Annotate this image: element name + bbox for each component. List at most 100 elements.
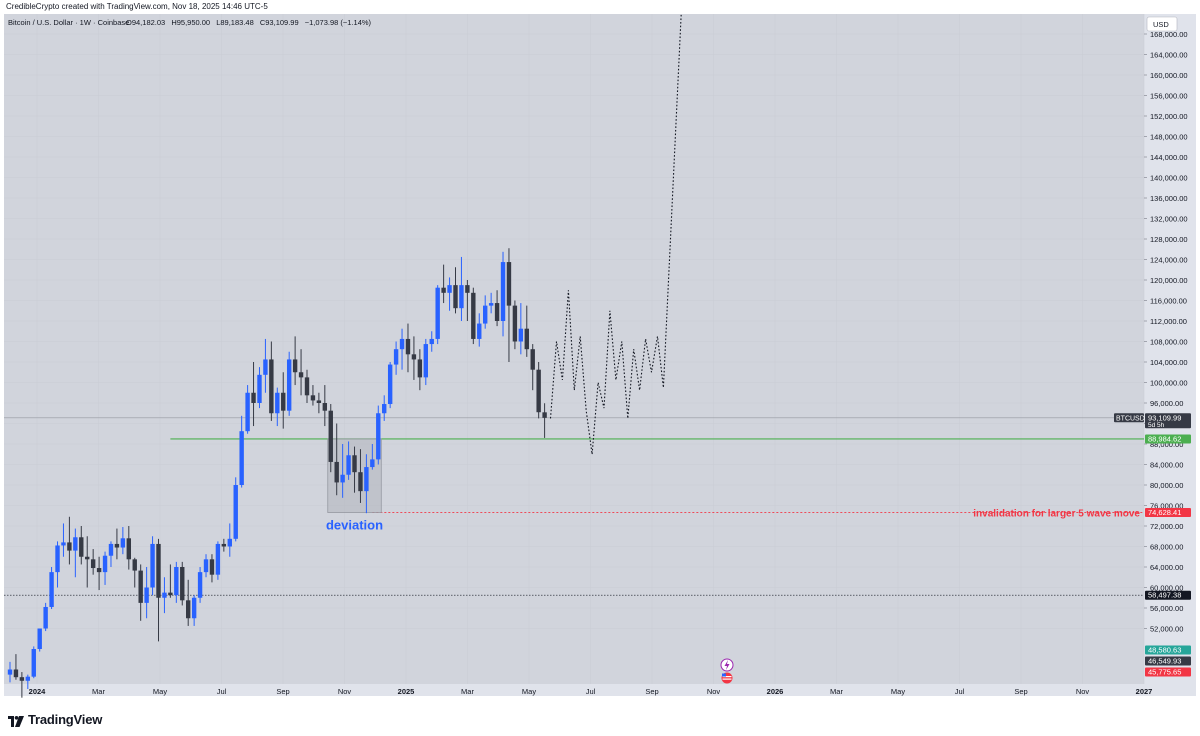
price-label: 88,000.00 xyxy=(1150,440,1183,449)
currency-box[interactable] xyxy=(1146,16,1178,32)
price-label: 96,000.00 xyxy=(1150,399,1183,408)
candle-down xyxy=(269,359,274,414)
candle-up xyxy=(286,359,292,411)
candle-up xyxy=(245,392,250,432)
candle-down xyxy=(209,559,215,575)
price-tag-text: 93,109.99 xyxy=(1148,413,1181,422)
price-label: 124,000.00 xyxy=(1150,256,1188,265)
price-label: 152,000.00 xyxy=(1150,112,1188,121)
legend-symbol: Bitcoin / U.S. Dollar · 1W · Coinbase xyxy=(8,18,129,27)
bolt-glyph xyxy=(724,660,730,670)
price-tag-text: 48,580.63 xyxy=(1148,646,1181,655)
price-tag-box xyxy=(1145,656,1191,666)
candle-down xyxy=(304,377,310,396)
legend-o-value: 94,182.03 xyxy=(132,18,165,27)
price-label: 136,000.00 xyxy=(1150,194,1188,203)
candle-down xyxy=(524,328,529,350)
candle-up xyxy=(263,359,268,375)
price-tag-box xyxy=(1145,590,1191,600)
legend-change: −1,073.98 (−1.14%) xyxy=(305,18,372,27)
candle-up xyxy=(423,344,428,378)
candle-down xyxy=(494,303,500,321)
candle-down xyxy=(298,372,304,378)
candle-down xyxy=(542,412,547,418)
flag-stripe-2 xyxy=(722,678,732,680)
price-tag-text: 74,628.41 xyxy=(1148,508,1181,517)
tradingview-logo[interactable]: TradingView xyxy=(8,712,102,727)
time-label: 2026 xyxy=(767,687,784,696)
candle-up xyxy=(102,555,108,573)
credit-bar: CredibleCrypto created with TradingView.… xyxy=(0,0,1200,14)
price-label: 128,000.00 xyxy=(1150,235,1188,244)
price-chart[interactable]: 52,000.00 56,000.00 60,000.00 64,000.00 68,0… xyxy=(0,13,1200,704)
candle-up xyxy=(483,305,488,324)
candle-down xyxy=(96,568,102,573)
candle-down xyxy=(79,537,84,557)
candle-up xyxy=(7,669,13,675)
price-label: 156,000.00 xyxy=(1150,92,1188,101)
candle-down xyxy=(186,600,191,619)
candle-up xyxy=(387,364,393,405)
candle-up xyxy=(37,628,42,649)
time-axis-labels: 2024 Mar May Jul Sep Nov 2025 Mar May Jul Sep Nov 20… xyxy=(29,687,1153,696)
time-label: Nov xyxy=(707,687,721,696)
price-label: 80,000.00 xyxy=(1150,481,1183,490)
candle-up xyxy=(393,349,399,365)
time-axis-background xyxy=(4,684,1196,696)
candle-down xyxy=(506,262,512,306)
time-label: 2027 xyxy=(1136,687,1153,696)
candle-up xyxy=(518,328,524,342)
legend-c-value: 93,109.99 xyxy=(265,18,298,27)
price-tag-box xyxy=(1145,413,1191,429)
candle-down xyxy=(536,369,541,413)
candle-up xyxy=(174,567,179,596)
price-tag-box xyxy=(1145,667,1191,677)
candle-down xyxy=(180,567,185,601)
candle-up xyxy=(500,262,506,321)
candle-up xyxy=(31,649,36,677)
price-label: 108,000.00 xyxy=(1150,338,1188,347)
chart-area[interactable]: 52,000.00 56,000.00 60,000.00 64,000.00 68,0… xyxy=(0,13,1200,704)
candle-up xyxy=(370,459,375,468)
price-label: 72,000.00 xyxy=(1150,522,1183,531)
price-label: 164,000.00 xyxy=(1150,51,1188,60)
legend-ohlc: O94,182.03 H95,950.00 L89,183.48 C93,109… xyxy=(126,18,372,27)
candle-up xyxy=(191,597,197,619)
price-tag-countdown: 5d 5h xyxy=(1148,422,1165,429)
candle-up xyxy=(340,474,345,483)
candle-up xyxy=(227,538,232,547)
candle-down xyxy=(138,570,143,603)
candle-up xyxy=(108,543,114,556)
candle-down xyxy=(67,542,72,551)
price-tag-text: 58,497.38 xyxy=(1148,591,1181,600)
legend-c-label: C xyxy=(260,18,266,27)
candle-down xyxy=(512,305,518,342)
candle-up xyxy=(382,404,387,414)
price-tag-box xyxy=(1145,434,1191,444)
candle-up xyxy=(435,287,440,339)
candle-up xyxy=(203,559,209,573)
candle-up xyxy=(120,538,126,548)
price-tag-text: 45,775.65 xyxy=(1148,668,1181,677)
candle-down xyxy=(465,285,470,293)
projection-path xyxy=(549,13,682,455)
time-label: Nov xyxy=(338,687,352,696)
event-icons xyxy=(720,658,734,684)
candle-down xyxy=(126,538,131,560)
candle-down xyxy=(85,556,90,560)
time-label: Jul xyxy=(586,687,596,696)
candle-down xyxy=(405,338,411,355)
price-label: 104,000.00 xyxy=(1150,358,1188,367)
candle-down xyxy=(156,543,161,598)
candle-up xyxy=(488,303,494,306)
candle-up xyxy=(25,676,31,681)
price-axis-background xyxy=(1144,14,1196,689)
price-label: 84,000.00 xyxy=(1150,461,1183,470)
legend-l-value: 89,183.48 xyxy=(220,18,253,27)
time-label: 2024 xyxy=(29,687,47,696)
time-label: Nov xyxy=(1076,687,1090,696)
time-label: Jul xyxy=(217,687,227,696)
time-label: Mar xyxy=(830,687,843,696)
deviation-label: deviation xyxy=(326,518,383,533)
